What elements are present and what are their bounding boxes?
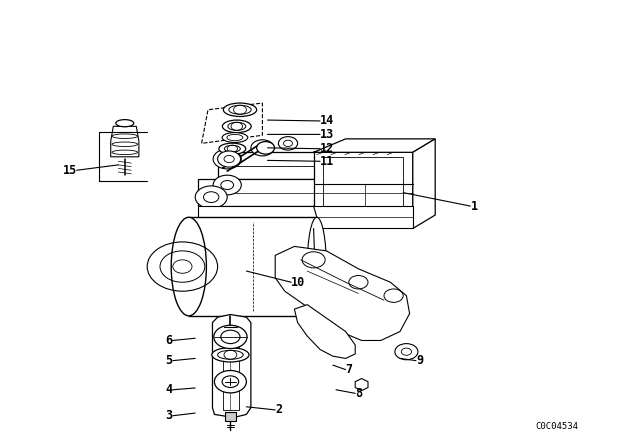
Circle shape xyxy=(218,151,241,167)
Text: 11: 11 xyxy=(320,155,334,168)
Polygon shape xyxy=(314,139,435,152)
Text: 10: 10 xyxy=(291,276,305,289)
Circle shape xyxy=(251,140,274,156)
Bar xyxy=(314,152,413,228)
Text: 15: 15 xyxy=(63,164,77,177)
Bar xyxy=(223,329,239,410)
Text: 13: 13 xyxy=(320,128,334,141)
Text: 14: 14 xyxy=(320,114,334,128)
Polygon shape xyxy=(212,314,251,418)
Text: 3: 3 xyxy=(166,409,173,422)
Ellipse shape xyxy=(212,348,249,362)
Bar xyxy=(189,217,317,316)
Ellipse shape xyxy=(223,103,257,116)
Polygon shape xyxy=(218,152,314,179)
Ellipse shape xyxy=(223,120,252,133)
Polygon shape xyxy=(294,305,355,358)
Circle shape xyxy=(213,175,241,195)
Text: 7: 7 xyxy=(346,363,353,376)
Polygon shape xyxy=(355,379,368,391)
Text: 1: 1 xyxy=(470,199,477,213)
Polygon shape xyxy=(275,246,410,340)
Circle shape xyxy=(195,186,227,208)
Circle shape xyxy=(214,325,247,349)
Ellipse shape xyxy=(172,217,206,316)
Text: 12: 12 xyxy=(320,142,334,155)
Text: 6: 6 xyxy=(166,334,173,347)
Ellipse shape xyxy=(222,133,248,142)
Polygon shape xyxy=(202,103,262,143)
Polygon shape xyxy=(111,126,139,157)
Circle shape xyxy=(213,149,241,169)
Ellipse shape xyxy=(219,143,246,154)
Ellipse shape xyxy=(307,217,326,316)
Circle shape xyxy=(257,142,275,154)
Ellipse shape xyxy=(116,120,134,127)
Bar xyxy=(323,157,403,222)
Text: 5: 5 xyxy=(166,354,173,367)
Text: C0C04534: C0C04534 xyxy=(535,422,579,431)
Polygon shape xyxy=(198,206,413,228)
Polygon shape xyxy=(198,179,314,206)
Polygon shape xyxy=(413,139,435,228)
Text: 2: 2 xyxy=(275,403,282,417)
Text: 9: 9 xyxy=(416,354,423,367)
Bar xyxy=(225,412,236,421)
Text: 8: 8 xyxy=(355,387,362,400)
Text: 4: 4 xyxy=(166,383,173,396)
Circle shape xyxy=(214,370,246,393)
